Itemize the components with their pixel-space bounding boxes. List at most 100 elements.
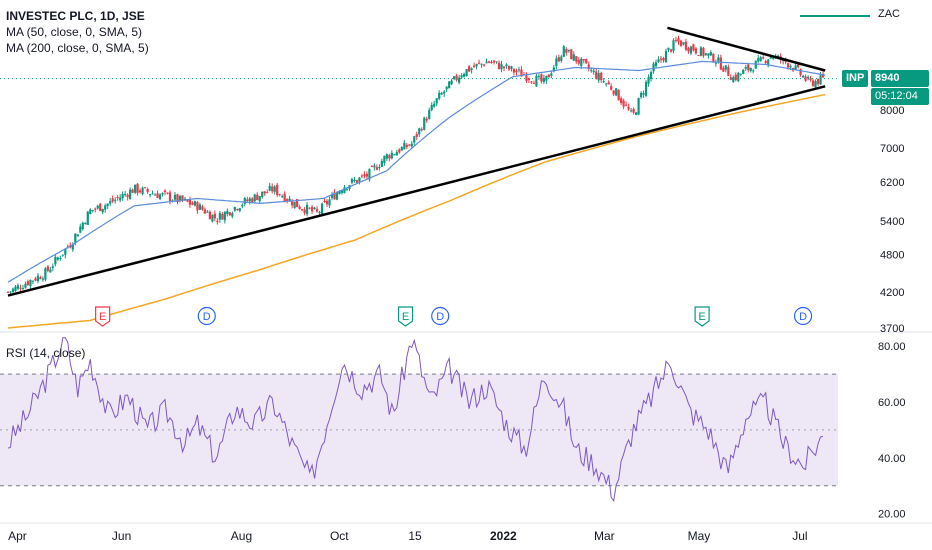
candle-body — [136, 183, 139, 193]
candle-body — [233, 207, 236, 211]
candle-body — [450, 80, 453, 85]
price-tick-label: 6200 — [880, 177, 904, 189]
price-tick-label: 7000 — [880, 143, 904, 155]
candle-body — [525, 74, 528, 81]
candle-body — [585, 59, 588, 64]
time-tick-label: 2022 — [490, 529, 517, 543]
candle-body — [388, 155, 391, 159]
candle-body — [408, 144, 411, 146]
candle-body — [620, 98, 623, 104]
time-tick-label: Jul — [792, 529, 807, 543]
candle-body — [632, 108, 635, 113]
legend-main: INVESTEC PLC, 1D, JSE MA (50, close, 0, … — [6, 8, 149, 56]
ma50-legend[interactable]: MA (50, close, 0, SMA, 5) — [6, 25, 143, 39]
candle-body — [365, 173, 369, 177]
event-marker-label: E — [99, 311, 106, 323]
candle-body — [502, 66, 506, 69]
candle-body — [545, 75, 548, 81]
price-tick-label: 4200 — [880, 287, 904, 299]
time-tick-label: Mar — [594, 529, 615, 543]
candle-body — [370, 166, 373, 168]
candle-body — [752, 70, 755, 72]
rsi-tick-label: 80.00 — [878, 341, 906, 353]
candle-body — [455, 75, 458, 81]
candle-body — [797, 64, 800, 68]
candle-body — [687, 47, 690, 52]
candle-body — [423, 117, 426, 130]
candle-body — [148, 194, 152, 196]
event-marker-label: E — [698, 311, 705, 323]
candle-body — [679, 40, 683, 47]
candle-body — [138, 190, 142, 193]
candle-body — [186, 199, 189, 202]
candle-body — [176, 194, 179, 202]
price-tick-label: 8000 — [880, 105, 904, 117]
candle-body — [213, 213, 216, 219]
candle-body — [500, 64, 503, 70]
candle-body — [595, 71, 598, 79]
candle-body — [674, 39, 678, 41]
candle-body — [283, 193, 286, 202]
price-tick-label: 4800 — [880, 249, 904, 261]
candle-body — [697, 55, 700, 57]
candle-body — [305, 204, 309, 215]
rsi-line — [7, 337, 824, 502]
candle-body — [246, 199, 249, 202]
candle-body — [218, 212, 221, 220]
candle-body — [754, 60, 757, 69]
candle-body — [787, 63, 790, 68]
candle-body — [744, 67, 747, 69]
candle-body — [689, 46, 693, 54]
candle-body — [737, 72, 740, 82]
candle-body — [759, 57, 762, 61]
candle-body — [101, 208, 104, 213]
symbol-title[interactable]: INVESTEC PLC, 1D, JSE — [6, 9, 145, 23]
candle-body — [296, 199, 299, 208]
price-tick-label: 5400 — [880, 216, 904, 228]
candle-body — [704, 53, 707, 55]
candle-body — [231, 213, 234, 217]
candle-body — [373, 165, 376, 168]
candle-body — [438, 93, 441, 99]
candle-body — [173, 194, 177, 200]
candle-body — [363, 174, 366, 177]
candle-body — [562, 46, 565, 57]
candle-body — [762, 57, 765, 59]
candle-body — [263, 191, 266, 194]
candle-body — [236, 209, 239, 211]
candle-body — [555, 58, 558, 67]
candle-body — [577, 59, 580, 64]
candle-body — [14, 286, 17, 292]
candle-body — [535, 76, 538, 87]
candle-body — [44, 268, 47, 280]
candle-body — [622, 100, 625, 107]
candle-body — [530, 81, 533, 83]
candle-body — [325, 200, 329, 205]
candle-body — [565, 49, 568, 53]
rsi-legend[interactable]: RSI (14, close) — [6, 346, 86, 360]
candle-body — [443, 91, 446, 94]
event-marker-label: E — [402, 311, 409, 323]
candle-body — [657, 59, 660, 63]
candle-body — [587, 64, 590, 70]
candle-body — [699, 47, 703, 56]
ma200-legend[interactable]: MA (200, close, 0, SMA, 5) — [6, 41, 149, 55]
candle-body — [405, 144, 408, 147]
candle-body — [119, 197, 122, 201]
candle-body — [158, 194, 162, 200]
candle-body — [208, 211, 211, 220]
candle-body — [143, 187, 147, 189]
candle-body — [652, 63, 655, 72]
candle-body — [385, 154, 388, 159]
candle-body — [313, 207, 316, 210]
candle-body — [597, 73, 600, 81]
candle-body — [550, 73, 553, 76]
candle-body — [527, 78, 531, 80]
candle-body — [71, 244, 74, 250]
candle-body — [398, 149, 401, 153]
candle-body — [99, 203, 102, 212]
candle-body — [333, 192, 336, 200]
candle-body — [166, 192, 169, 194]
time-tick-label: Aug — [231, 529, 252, 543]
